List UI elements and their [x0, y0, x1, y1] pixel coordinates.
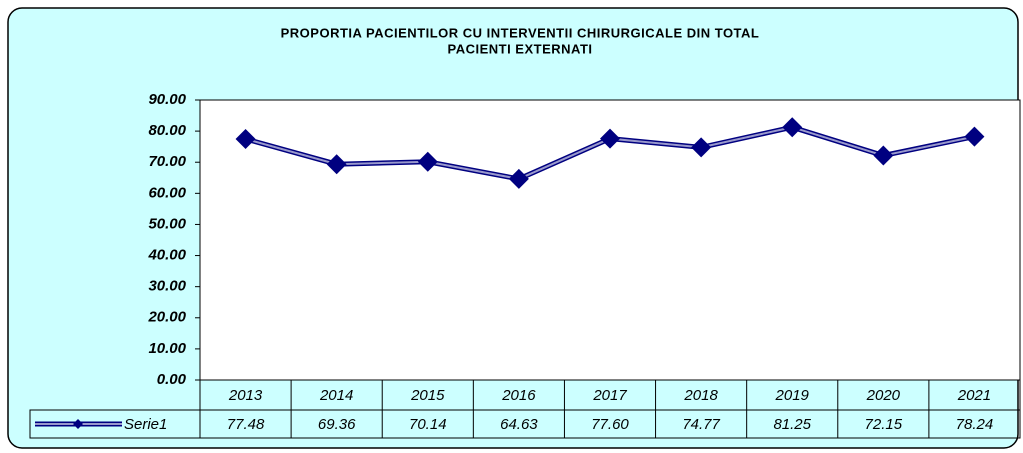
y-tick-label: 60.00 [148, 184, 186, 201]
table-value: 74.77 [682, 416, 720, 433]
y-tick-label: 40.00 [147, 247, 186, 264]
x-tick-label: 2013 [228, 387, 263, 404]
x-tick-label: 2021 [957, 387, 991, 404]
x-tick-label: 2016 [501, 387, 536, 404]
marker [964, 126, 985, 147]
marker [782, 117, 803, 138]
marker [600, 128, 620, 149]
y-tick-label: 90.00 [148, 91, 186, 108]
legend-label: Serie1 [124, 416, 167, 433]
table-value: 77.48 [227, 416, 265, 433]
x-tick-label: 2018 [683, 387, 718, 404]
table-value: 70.14 [409, 416, 447, 433]
y-tick-label: 10.00 [148, 340, 186, 357]
x-tick-label: 2019 [775, 387, 810, 404]
chart-title: PROPORTIA PACIENTILOR CU INTERVENTII CHI… [281, 25, 760, 40]
legend-marker [73, 419, 83, 429]
x-tick-label: 2014 [319, 387, 353, 404]
table-value: 64.63 [500, 416, 538, 433]
y-tick-label: 30.00 [148, 278, 186, 295]
marker [508, 168, 529, 189]
x-tick-label: 2017 [592, 387, 627, 404]
table-value: 78.24 [956, 416, 994, 433]
x-tick-label: 2020 [866, 387, 901, 404]
x-tick-label: 2015 [410, 387, 445, 404]
y-tick-label: 20.00 [147, 309, 186, 326]
table-value: 81.25 [773, 416, 811, 433]
y-tick-label: 0.00 [157, 371, 187, 388]
chart-title: PACIENTI EXTERNATI [447, 41, 592, 56]
marker [417, 151, 438, 172]
y-tick-label: 80.00 [148, 122, 186, 139]
marker [691, 137, 712, 158]
marker [326, 154, 347, 175]
table-value: 69.36 [318, 416, 356, 433]
table-value: 77.60 [591, 416, 629, 433]
table-value: 72.15 [865, 416, 903, 433]
y-tick-label: 70.00 [148, 153, 186, 170]
y-tick-label: 50.00 [148, 215, 186, 232]
marker [873, 145, 894, 166]
marker [235, 128, 256, 149]
